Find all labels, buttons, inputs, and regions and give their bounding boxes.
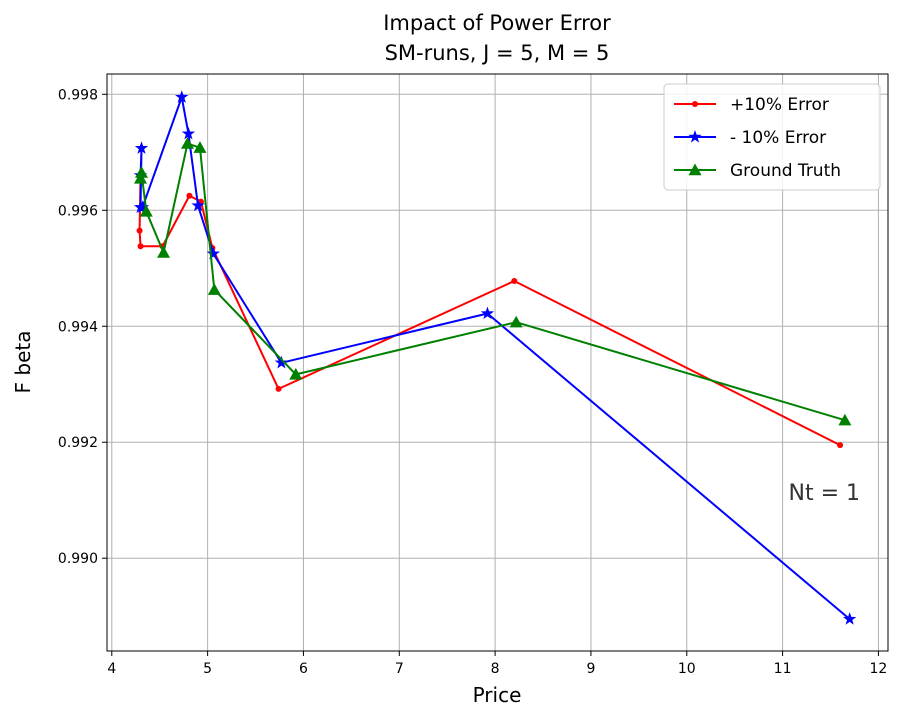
legend-item: - 10% Error — [674, 128, 826, 148]
chart-title: Impact of Power Error — [383, 11, 611, 35]
y-tick-label: 0.998 — [58, 87, 98, 103]
data-point — [206, 246, 221, 260]
series-ground-truth — [134, 137, 852, 426]
data-point — [134, 166, 148, 178]
data-point — [480, 306, 495, 320]
data-point — [838, 413, 852, 426]
legend-label: +10% Error — [730, 95, 829, 115]
data-point — [181, 126, 196, 140]
legend-label: - 10% Error — [730, 128, 826, 148]
x-tick-label: 5 — [203, 661, 212, 677]
plot-series — [133, 90, 857, 625]
data-point — [157, 246, 171, 258]
data-point — [134, 141, 149, 154]
series-line — [139, 142, 846, 422]
x-tick-label: 9 — [586, 661, 595, 677]
x-axis-label: Price — [473, 683, 522, 707]
data-point — [191, 198, 205, 212]
y-tick-label: 0.994 — [58, 319, 98, 335]
data-point — [837, 442, 844, 449]
y-tick-label: 0.996 — [58, 203, 98, 219]
nt-annotation: Nt = 1 — [789, 481, 861, 506]
x-tick-label: 6 — [299, 661, 308, 677]
series-line — [138, 175, 841, 447]
legend-item: +10% Error — [674, 95, 829, 115]
data-point — [139, 204, 153, 217]
data-point — [274, 355, 289, 369]
legend-marker — [688, 163, 702, 176]
data-point — [186, 192, 193, 199]
data-point — [843, 612, 857, 625]
data-point — [289, 367, 303, 380]
chart-subtitle: SM-runs, J = 5, M = 5 — [385, 41, 610, 65]
y-axis-label: F beta — [11, 331, 35, 394]
x-tick-label: 10 — [678, 661, 696, 677]
legend-label: Ground Truth — [730, 161, 841, 181]
x-tick-label: 4 — [107, 661, 116, 677]
legend-item: Ground Truth — [674, 161, 841, 181]
legend: +10% Error - 10% Error Ground Truth — [663, 83, 881, 191]
series-10-error — [136, 172, 844, 449]
data-point — [136, 227, 143, 234]
data-point — [275, 385, 282, 392]
data-point — [511, 278, 518, 285]
x-tick-label: 11 — [774, 661, 792, 677]
y-tick-label: 0.992 — [58, 435, 98, 451]
data-point — [180, 137, 194, 149]
x-tick-label: 8 — [491, 661, 500, 677]
legend-box — [663, 83, 881, 191]
axis-ticks: 4 5 6 7 8 9 10 11 12 0.990 0.992 0.994 0.996 0.998 — [58, 87, 887, 677]
data-point — [193, 141, 207, 153]
y-tick-label: 0.990 — [58, 551, 98, 567]
data-point — [509, 315, 523, 328]
legend-marker — [692, 101, 698, 107]
data-point — [137, 243, 144, 250]
data-point — [135, 200, 150, 214]
x-tick-label: 12 — [870, 661, 888, 677]
data-point — [207, 283, 221, 295]
x-tick-label: 7 — [395, 661, 404, 677]
data-point — [175, 90, 189, 103]
legend-marker — [688, 130, 702, 143]
plot-frame — [106, 73, 889, 652]
